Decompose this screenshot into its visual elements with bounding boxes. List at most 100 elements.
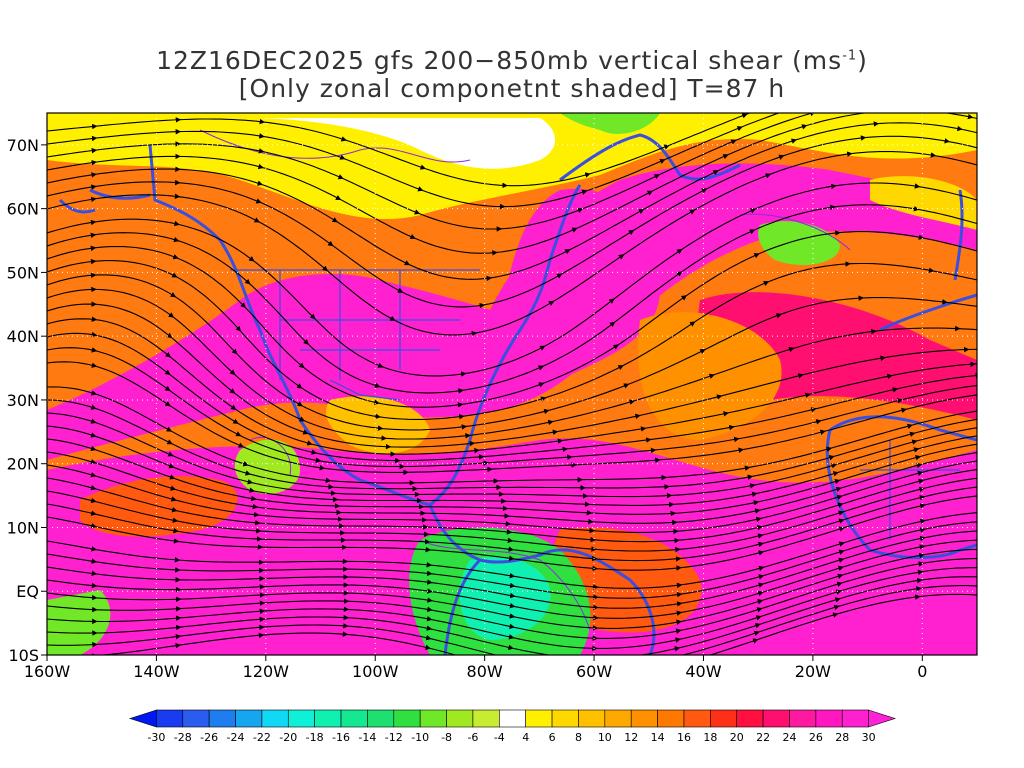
streamline: [261, 558, 349, 565]
streamline: [331, 485, 418, 492]
streamline: [338, 198, 416, 240]
lat-tick-label: EQ: [16, 582, 39, 601]
streamline: [593, 537, 680, 544]
streamline: [733, 113, 816, 142]
streamline: [406, 466, 493, 473]
streamline: [262, 582, 350, 588]
colorbar-swatch: [578, 709, 606, 728]
streamline: [761, 541, 845, 569]
colorbar-label: 26: [809, 731, 823, 744]
streamline: [643, 411, 729, 430]
streamline: [800, 355, 887, 376]
colorbar-swatch: [367, 709, 395, 728]
colorbar-swatch: [472, 709, 500, 728]
streamline: [253, 498, 341, 509]
lon-tick-label: 20W: [795, 662, 831, 681]
colorbar-label: -16: [332, 731, 350, 744]
streamline: [902, 85, 980, 91]
streamline: [94, 548, 181, 563]
streamline: [305, 432, 392, 450]
streamline: [178, 600, 266, 610]
streamline: [261, 631, 349, 637]
streamline: [47, 490, 97, 504]
streamline: [47, 641, 98, 648]
streamline: [243, 305, 305, 369]
streamline: [740, 113, 781, 129]
streamline: [94, 573, 182, 583]
streamline: [176, 239, 251, 285]
streamline: [747, 446, 833, 469]
streamline: [804, 113, 890, 127]
streamline: [47, 438, 97, 452]
streamline: [47, 451, 97, 465]
lat-tick-label: 30N: [7, 391, 39, 410]
streamline: [512, 605, 599, 621]
streamline: [580, 474, 668, 481]
streamline: [835, 594, 921, 615]
title-line1-prefix: 12Z16DEC2025 gfs 200−850mb vertical shea…: [156, 46, 843, 75]
streamline: [177, 223, 255, 262]
streamline: [47, 386, 97, 396]
streamline: [393, 447, 480, 455]
colorbar-swatch: [789, 709, 817, 728]
streamline: [679, 565, 765, 586]
streamline: [612, 271, 683, 324]
lat-tick-label: 10N: [7, 518, 39, 537]
streamline: [460, 382, 545, 406]
streamline: [567, 208, 645, 251]
streamline: [753, 183, 837, 211]
streamline: [428, 549, 515, 561]
streamline: [637, 646, 681, 655]
streamline: [757, 230, 841, 256]
streamline: [667, 474, 754, 488]
streamline: [511, 558, 599, 572]
streamline: [421, 505, 509, 512]
streamline: [595, 619, 683, 629]
streamline: [626, 349, 706, 386]
streamline: [595, 637, 681, 649]
colorbar-label: -20: [279, 731, 297, 744]
streamline: [177, 196, 260, 223]
streamline: [341, 524, 429, 530]
streamline: [47, 232, 97, 247]
streamline: [590, 519, 678, 526]
streamline: [594, 546, 681, 553]
streamline: [93, 260, 178, 278]
streamline: [93, 525, 180, 544]
streamline: [512, 575, 599, 590]
streamline: [424, 519, 512, 527]
streamline: [761, 557, 845, 585]
streamline: [895, 372, 977, 390]
streamline: [47, 516, 97, 529]
streamline: [794, 121, 880, 141]
streamline: [429, 609, 515, 630]
streamline: [343, 539, 431, 545]
streamline: [841, 527, 926, 552]
streamline: [174, 275, 242, 332]
streamline: [420, 189, 506, 210]
streamline: [236, 422, 318, 455]
streamline: [808, 373, 893, 396]
streamline: [262, 614, 350, 621]
streamline: [921, 237, 977, 252]
streamline: [47, 605, 98, 613]
streamline: [708, 638, 759, 655]
streamline: [47, 412, 97, 424]
streamline: [825, 73, 908, 88]
lat-tick-label: 60N: [7, 200, 39, 219]
streamline: [486, 454, 573, 464]
streamline: [559, 229, 635, 276]
title-unit-superscript: -1: [842, 48, 858, 64]
streamline: [681, 630, 760, 655]
streamline: [565, 437, 652, 450]
streamline: [922, 477, 977, 490]
streamline: [750, 455, 835, 478]
zero-contours: [199, 129, 851, 631]
streamline: [171, 466, 255, 493]
streamline: [704, 154, 785, 191]
streamline: [671, 491, 758, 505]
streamline: [511, 548, 598, 562]
streamline: [889, 361, 976, 377]
colorbar-label: 22: [756, 731, 770, 744]
streamline: [93, 288, 175, 318]
